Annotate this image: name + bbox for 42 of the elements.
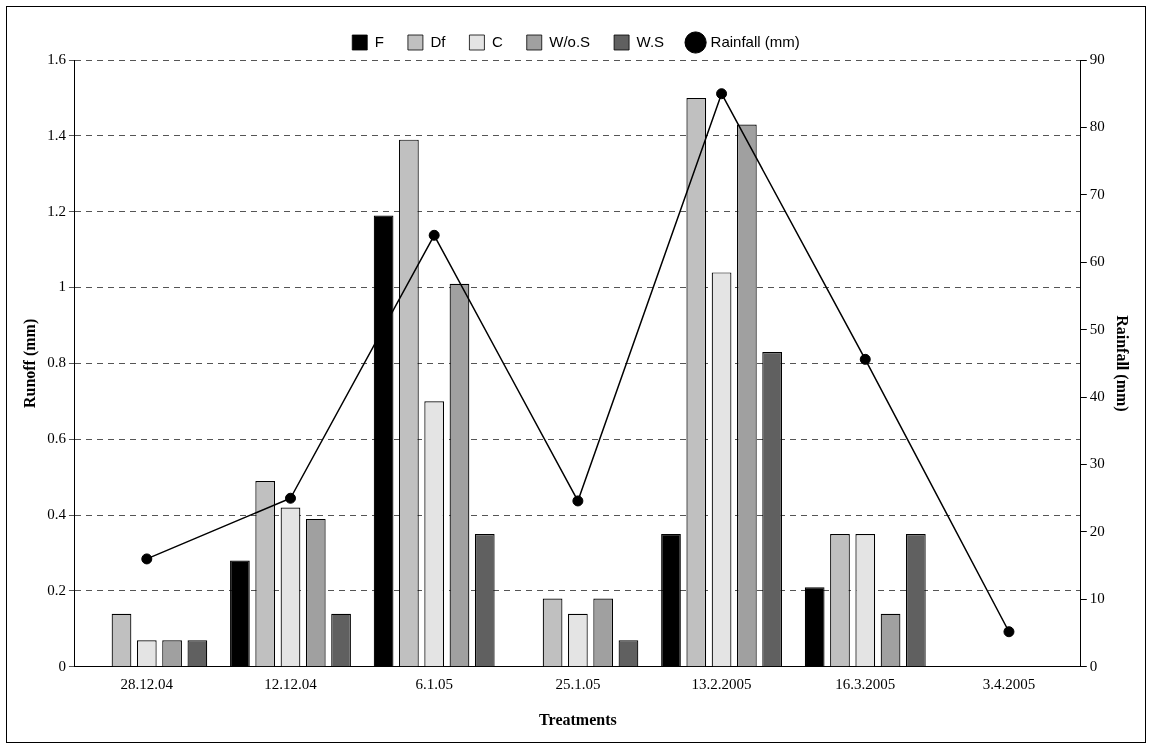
x-axis-title: Treatments bbox=[539, 710, 617, 728]
y2-tick-label: 90 bbox=[1089, 50, 1105, 67]
legend-label: Rainfall (mm) bbox=[710, 32, 800, 50]
point bbox=[859, 353, 871, 365]
legend-label: W.S bbox=[636, 32, 665, 50]
y-tick-label: 1.4 bbox=[47, 126, 67, 143]
y2-tick-label: 20 bbox=[1089, 522, 1105, 539]
x-tick-label: 6.1.05 bbox=[415, 675, 453, 692]
point bbox=[284, 492, 296, 504]
y2-tick-label: 10 bbox=[1089, 590, 1105, 607]
point bbox=[428, 229, 440, 241]
y-tick-label: 0.2 bbox=[47, 581, 66, 598]
y2-tick-label: 30 bbox=[1089, 455, 1105, 472]
y-tick-label: 0.4 bbox=[47, 506, 67, 523]
y-tick-label: 0.8 bbox=[47, 354, 66, 371]
point bbox=[716, 88, 728, 100]
y-axis-title: Runoff (mm) bbox=[20, 318, 39, 409]
legend-label: C bbox=[491, 32, 503, 50]
legend-label: Df bbox=[430, 32, 447, 50]
point bbox=[1003, 626, 1015, 638]
x-tick-label: 25.1.05 bbox=[555, 675, 601, 692]
y2-tick-label: 80 bbox=[1089, 118, 1105, 135]
legend-label: W/o.S bbox=[549, 32, 591, 50]
x-tick-label: 16.3.2005 bbox=[835, 675, 896, 692]
legend-label: F bbox=[374, 32, 384, 50]
point bbox=[572, 495, 584, 507]
y-tick-label: 1 bbox=[58, 278, 66, 295]
x-tick-label: 28.12.04 bbox=[120, 675, 174, 692]
x-tick-label: 3.4.2005 bbox=[982, 675, 1036, 692]
y-tick-label: 1.6 bbox=[47, 50, 67, 67]
y2-tick-label: 60 bbox=[1089, 253, 1105, 270]
point bbox=[141, 553, 153, 565]
y2-axis-title: Rainfall (mm) bbox=[1113, 315, 1132, 412]
y-tick-label: 0 bbox=[58, 657, 66, 674]
y2-tick-label: 70 bbox=[1089, 185, 1105, 202]
x-tick-label: 13.2.2005 bbox=[691, 675, 752, 692]
y-tick-label: 0.6 bbox=[47, 430, 67, 447]
y-tick-label: 1.2 bbox=[47, 202, 66, 219]
y2-tick-label: 50 bbox=[1089, 320, 1105, 337]
y2-tick-label: 40 bbox=[1089, 388, 1105, 405]
x-tick-label: 12.12.04 bbox=[264, 675, 318, 692]
y2-tick-label: 0 bbox=[1089, 657, 1098, 674]
